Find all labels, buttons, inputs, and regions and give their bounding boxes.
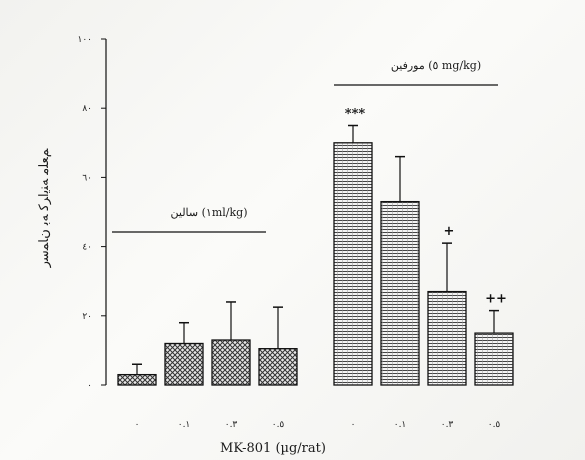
bar [164,342,204,386]
x-tick-label: ٠.٥ [272,420,285,430]
x-tick-label: ٠.١ [178,420,191,430]
x-tick-label: ٠.٣ [225,420,238,430]
significance-label: + [444,224,455,239]
x-tick-label: ٠.٣ [441,420,454,430]
bar [211,339,251,386]
y-tick-label: ٤٠ [82,243,92,253]
significance-label: *** [345,107,366,122]
group-caption: ﻣﻮﺭﻓﯿﻦ (٥ mg/kg) [391,59,481,72]
group-caption: ﺳﺎﻟﯿﻦ (١ml/kg) [171,206,248,219]
y-tick-label: ٢٠ [82,312,92,322]
x-axis-title: MK-801 (µg/rat) [220,441,326,456]
y-tick-label: ٨٠ [82,104,92,114]
x-tick-label: ٠.١ [394,420,407,430]
bar [258,348,298,386]
y-tick-label: ١٠٠ [77,35,92,45]
y-tick-label: ٠ [87,381,92,391]
y-axis-title: ﻢﻌﻠﻣ ﻪﻨﻳﺍﺮﻛ ﻪﺑ ﻥﺎﻤﺳﺭ [37,148,52,268]
significance-label: ++ [485,292,507,307]
bar [427,290,467,386]
bar [380,200,420,386]
x-tick-label: ٠ [135,420,140,430]
x-tick-label: ٠.٥ [488,420,501,430]
bar [474,332,514,386]
bar [333,142,373,386]
y-tick-label: ٦٠ [82,173,92,183]
bar [117,373,157,386]
x-tick-label: ٠ [351,420,356,430]
